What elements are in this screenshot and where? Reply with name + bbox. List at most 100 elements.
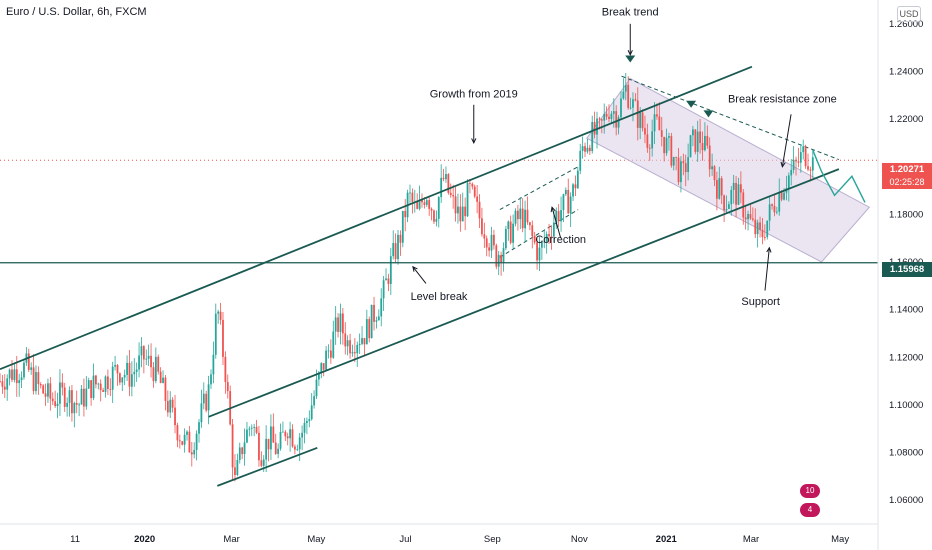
candle-body — [85, 388, 88, 407]
candle-body — [181, 441, 184, 445]
annotation-label: Correction — [535, 234, 586, 246]
candle-body — [610, 113, 613, 119]
candle-body — [224, 356, 227, 382]
candle-body — [111, 366, 114, 390]
candle-body — [351, 352, 354, 354]
candle-body — [421, 199, 423, 203]
candle-body — [20, 377, 23, 381]
candle-body — [449, 192, 452, 196]
candle-body — [473, 186, 476, 197]
candle-body — [217, 311, 220, 314]
candle-body — [591, 122, 594, 152]
candle-body — [37, 372, 40, 385]
candle-body — [317, 372, 320, 380]
x-tick-label: May — [831, 534, 849, 545]
candle-body — [773, 205, 776, 213]
annotation-label: Growth from 2019 — [430, 89, 518, 101]
lower-channel — [208, 168, 840, 418]
candle-body — [109, 388, 112, 390]
candle-body — [23, 362, 25, 378]
x-tick-label: Mar — [743, 534, 759, 545]
time-axis[interactable]: 11 2020 Mar May Jul Sep Nov 2021 Mar May — [0, 523, 878, 545]
candle-body — [466, 182, 469, 217]
candle-body — [524, 209, 526, 229]
candle-body — [668, 136, 670, 138]
candle-body — [332, 331, 335, 358]
candle-body — [658, 116, 661, 131]
candle-body — [586, 147, 589, 152]
candle-body — [13, 369, 16, 380]
candle-body — [656, 114, 658, 117]
candle-body — [749, 214, 752, 219]
candle-body — [30, 367, 33, 370]
candle-body — [759, 222, 761, 230]
candle-body — [538, 247, 541, 261]
candle-body — [512, 223, 514, 243]
candle-body — [382, 280, 385, 299]
x-tick-label: Sep — [484, 534, 501, 545]
candle-body — [95, 375, 97, 385]
x-tick-label: 2021 — [656, 534, 678, 545]
x-tick-label: Nov — [571, 534, 588, 545]
y-tick-label: 1.18000 — [889, 209, 923, 220]
annotation-arrow — [551, 207, 562, 239]
candle-body — [399, 234, 402, 243]
candle-body — [802, 146, 805, 153]
candle-body — [807, 166, 809, 170]
candle-body — [742, 192, 745, 218]
candle-body — [632, 99, 634, 108]
x-tick-label: May — [307, 534, 325, 545]
trendlines — [0, 65, 878, 487]
candle-body — [771, 204, 773, 206]
candle-body — [15, 369, 18, 384]
candle-body — [715, 180, 718, 199]
candle-body — [596, 118, 598, 135]
ideas-badge[interactable]: 10 — [800, 484, 820, 498]
candle-body — [560, 210, 562, 222]
candle-body — [629, 107, 632, 109]
candle-body — [255, 426, 258, 433]
correction-lower — [499, 209, 579, 258]
candle-body — [375, 320, 378, 322]
candle-body — [164, 377, 167, 401]
candle-body — [370, 304, 373, 339]
candle-body — [11, 369, 13, 380]
candle-body — [373, 304, 375, 322]
candle-body — [778, 192, 781, 212]
candle-body — [99, 383, 102, 391]
candle-body — [250, 427, 253, 429]
candle-body — [277, 448, 280, 454]
candle-body — [471, 183, 474, 187]
candle-body — [1, 381, 4, 387]
candle-body — [363, 338, 366, 345]
candle-body — [447, 174, 450, 193]
channel-zone — [586, 77, 871, 263]
candle-body — [166, 400, 169, 413]
x-tick-label: 11 — [70, 534, 80, 545]
news-badge[interactable]: 4 — [800, 503, 820, 517]
candle-body — [495, 245, 498, 267]
arrow-head-icon — [412, 265, 418, 272]
candle-body — [620, 98, 622, 118]
candle-body — [425, 200, 428, 205]
candle-body — [154, 356, 157, 382]
annotation-arrow — [764, 247, 770, 291]
x-tick-label: Jul — [399, 534, 411, 545]
candle-body — [804, 146, 807, 167]
candle-body — [47, 383, 49, 397]
candle-body — [519, 208, 522, 220]
candle-body — [394, 243, 397, 260]
candle-body — [490, 234, 493, 251]
candle-body — [605, 113, 608, 117]
candle-body — [145, 358, 148, 360]
annotation-label: Level break — [411, 291, 468, 303]
candle-body — [557, 211, 560, 222]
candle-body — [339, 313, 342, 332]
candle-body — [310, 405, 313, 420]
currency-button[interactable]: USD — [897, 6, 921, 22]
candle-body — [18, 380, 21, 384]
candle-body — [353, 352, 356, 354]
candle-body — [236, 460, 239, 475]
candle-body — [454, 196, 457, 214]
